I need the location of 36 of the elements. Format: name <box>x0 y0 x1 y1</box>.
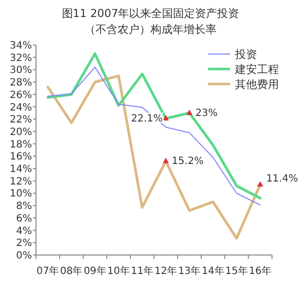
y-tick-label: 32% <box>10 52 32 64</box>
x-tick-label: 09年 <box>84 265 106 277</box>
y-tick-label: 8% <box>16 201 32 212</box>
y-tick-label: 30% <box>10 65 32 76</box>
x-tick-label: 16年 <box>248 265 272 277</box>
y-tick-label: 12% <box>10 176 32 188</box>
y-tick-label: 2% <box>16 238 32 250</box>
y-tick-label: 34% <box>10 40 32 52</box>
annotation: 23% <box>195 108 218 119</box>
y-tick-label: 18% <box>10 139 32 150</box>
x-tick-label: 12年 <box>154 265 178 277</box>
y-tick-label: 0% <box>16 250 32 262</box>
y-tick-label: 16% <box>10 152 32 163</box>
y-tick-label: 28% <box>10 78 32 89</box>
x-tick-label: 07年 <box>36 265 60 277</box>
legend-label: 其他费用 <box>235 78 279 91</box>
y-tick-label: 24% <box>10 102 32 114</box>
y-tick-label: 4% <box>16 226 32 237</box>
annotation: 15.2% <box>172 156 204 168</box>
chart-subtitle: （不含农户）构成年增长率 <box>84 23 216 36</box>
x-tick-label: 13年 <box>178 265 201 277</box>
y-tick-label: 26% <box>10 90 32 101</box>
legend-label: 投资 <box>234 48 257 61</box>
legend-label: 建安工程 <box>234 63 279 76</box>
x-tick-label: 08年 <box>60 265 83 277</box>
annotation: 11.4% <box>266 174 298 185</box>
y-tick-label: 10% <box>10 188 32 200</box>
y-tick-label: 14% <box>10 164 32 176</box>
x-tick-label: 10年 <box>107 265 130 277</box>
y-tick-label: 20% <box>10 126 32 138</box>
x-tick-label: 14年 <box>202 265 224 277</box>
y-tick-label: 6% <box>16 213 32 224</box>
x-tick-label: 15年 <box>225 265 248 277</box>
x-tick-label: 11年 <box>130 265 154 277</box>
y-tick-label: 22% <box>10 114 32 126</box>
chart-title: 图11 2007年以来全国固定资产投资 <box>62 7 240 20</box>
